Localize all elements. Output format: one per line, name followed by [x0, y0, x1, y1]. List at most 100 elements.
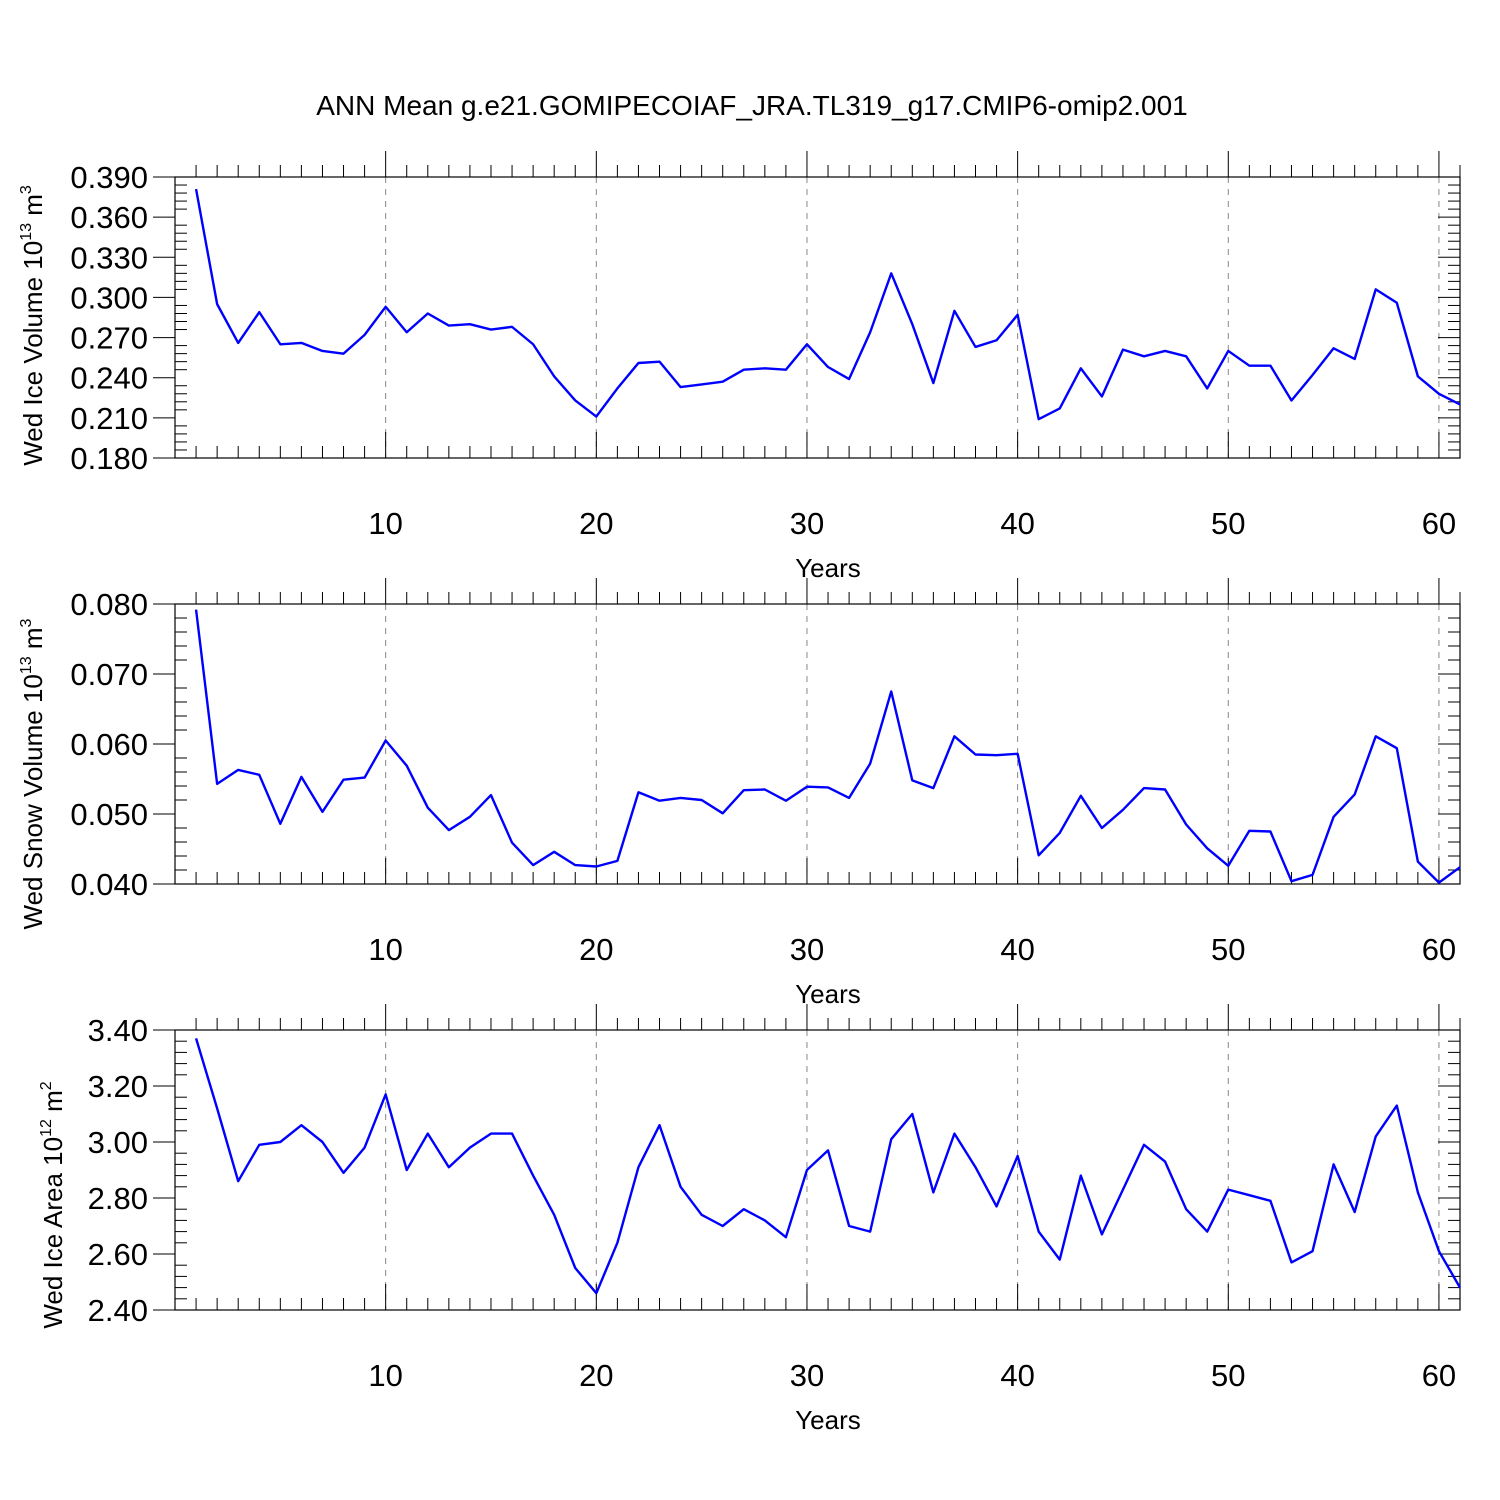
data-point [804, 784, 809, 789]
x-tick-label: 40 [1000, 506, 1034, 541]
data-point [425, 1131, 430, 1136]
x-tick-label: 60 [1422, 932, 1456, 967]
x-tick-label: 50 [1211, 1358, 1245, 1393]
data-point [215, 1106, 220, 1111]
data-point [1289, 879, 1294, 884]
data-point [1015, 312, 1020, 317]
data-point [1226, 1187, 1231, 1192]
data-point [847, 377, 852, 382]
data-point [1120, 807, 1125, 812]
data-point [1078, 793, 1083, 798]
plot-frame [174, 603, 1461, 885]
data-point [615, 1240, 620, 1245]
data-point [488, 793, 493, 798]
data-point [657, 359, 662, 364]
data-point [720, 379, 725, 384]
data-point [552, 374, 557, 379]
data-point [1226, 348, 1231, 353]
data-point [552, 1212, 557, 1217]
data-point [952, 734, 957, 739]
data-point [1015, 751, 1020, 756]
y-tick-label: 2.80 [88, 1181, 148, 1216]
data-point [1184, 1207, 1189, 1212]
y-tick-label: 0.070 [70, 657, 148, 692]
data-point [1205, 386, 1210, 391]
data-point [320, 348, 325, 353]
x-axis-label: Years [795, 979, 861, 1009]
data-point [194, 187, 199, 192]
data-point [1205, 846, 1210, 851]
data-point [1373, 1134, 1378, 1139]
data-point [678, 385, 683, 390]
data-point [1142, 1142, 1147, 1147]
y-tick-label: 0.040 [70, 867, 148, 902]
data-point [362, 332, 367, 337]
data-point [1099, 826, 1104, 831]
data-point [994, 753, 999, 758]
data-point [467, 814, 472, 819]
panel-ice-area: 2.40 2.60 2.80 3.00 3.20 3.40 10 20 30 40 50 60 Year… [38, 1004, 1462, 1435]
data-point [1057, 1257, 1062, 1262]
data-point [1078, 366, 1083, 371]
data-point [215, 781, 220, 786]
data-point [1331, 346, 1336, 351]
x-tick-label: 40 [1000, 1358, 1034, 1393]
data-point [741, 788, 746, 793]
data-point [446, 323, 451, 328]
data-point [1099, 1232, 1104, 1237]
chart-title: ANN Mean g.e21.GOMIPECOIAF_JRA.TL319_g17… [316, 90, 1188, 121]
data-point [1015, 1154, 1020, 1159]
data-point [573, 1266, 578, 1271]
plot-frame [174, 1029, 1461, 1311]
x-tick-label: 40 [1000, 932, 1034, 967]
y-tick-label: 0.210 [70, 401, 148, 436]
data-point [931, 1190, 936, 1195]
data-point [320, 1140, 325, 1145]
x-tick-label: 60 [1422, 506, 1456, 541]
data-point [194, 607, 199, 612]
data-point [826, 785, 831, 790]
data-point [1163, 787, 1168, 792]
data-point [615, 858, 620, 863]
data-point [1268, 363, 1273, 368]
x-tick-label: 30 [790, 506, 824, 541]
data-point [699, 1212, 704, 1217]
y-tick-label: 0.060 [70, 727, 148, 762]
data-point [889, 1137, 894, 1142]
x-tick-label: 20 [579, 1358, 613, 1393]
y-axis-label: Wed Snow Volume 1013 m3 [18, 618, 48, 929]
data-point [994, 1204, 999, 1209]
data-point [1310, 373, 1315, 378]
data-point [1415, 374, 1420, 379]
y-tick-label: 0.240 [70, 361, 148, 396]
x-axis-label: Years [795, 553, 861, 583]
data-point [910, 322, 915, 327]
data-point [1226, 863, 1231, 868]
data-point [299, 774, 304, 779]
data-point [362, 775, 367, 780]
data-point [341, 1170, 346, 1175]
y-tick-label: 0.080 [70, 587, 148, 622]
data-point [1436, 391, 1441, 396]
data-point [741, 367, 746, 372]
data-point [699, 798, 704, 803]
data-point [636, 790, 641, 795]
y-tick-label: 0.050 [70, 797, 148, 832]
data-point [236, 767, 241, 772]
data-point [952, 308, 957, 313]
data-point [257, 772, 262, 777]
data-point [552, 849, 557, 854]
data-point [1184, 822, 1189, 827]
data-point [1352, 356, 1357, 361]
data-point [1036, 417, 1041, 422]
data-point [741, 1207, 746, 1212]
data-point [383, 304, 388, 309]
x-tick-label: 50 [1211, 932, 1245, 967]
data-point [236, 340, 241, 345]
data-point [488, 1131, 493, 1136]
data-point [783, 367, 788, 372]
data-point [404, 763, 409, 768]
data-point [1352, 1210, 1357, 1215]
data-point [1163, 348, 1168, 353]
data-point [868, 761, 873, 766]
